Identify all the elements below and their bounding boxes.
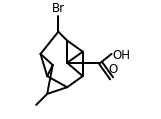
- Text: O: O: [108, 63, 117, 76]
- Text: OH: OH: [113, 49, 131, 62]
- Text: Br: Br: [52, 2, 65, 15]
